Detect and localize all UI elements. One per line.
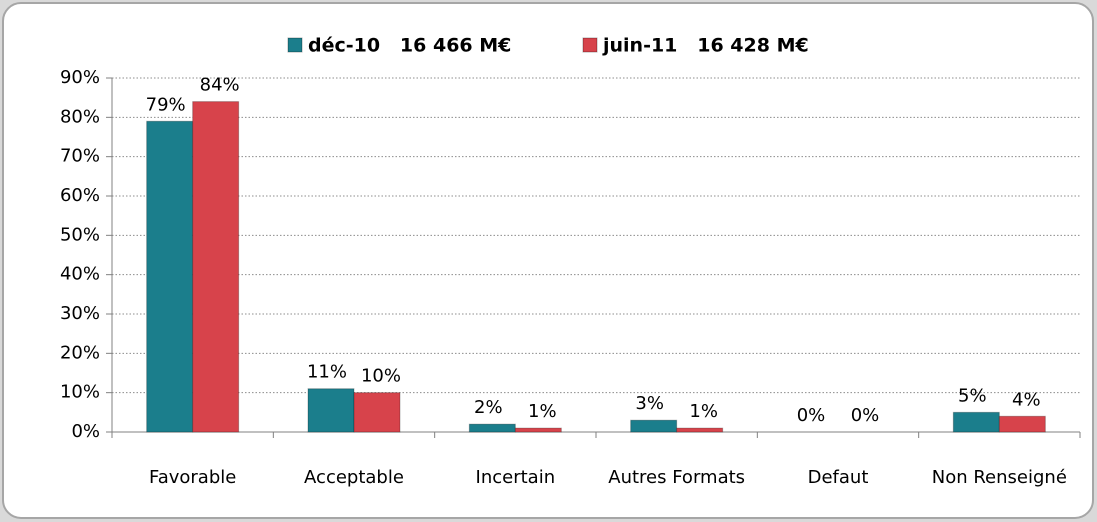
value-label: 84%	[200, 75, 240, 96]
bar	[192, 101, 240, 433]
value-label: 10%	[361, 366, 401, 387]
value-label: 3%	[635, 393, 664, 414]
y-tick-label: 80%	[60, 106, 100, 127]
value-label: 0%	[851, 405, 880, 426]
value-label: 2%	[474, 397, 503, 418]
x-tick-label: Incertain	[476, 467, 556, 488]
bar	[468, 423, 516, 433]
y-tick-label: 50%	[60, 224, 100, 245]
bar	[676, 427, 724, 433]
value-label: 5%	[958, 385, 987, 406]
bar	[630, 419, 678, 433]
y-tick-label: 70%	[60, 146, 100, 167]
legend-swatch	[582, 37, 598, 53]
legend-swatch	[287, 37, 303, 53]
x-tick-label: Favorable	[149, 467, 236, 488]
value-label: 4%	[1012, 389, 1041, 410]
bar	[146, 120, 194, 433]
y-tick-label: 40%	[60, 264, 100, 285]
bar	[514, 427, 562, 433]
bar	[307, 388, 355, 433]
y-tick-label: 30%	[60, 303, 100, 324]
x-tick-label: Non Renseigné	[932, 467, 1067, 488]
value-label: 79%	[146, 94, 186, 115]
value-label: 11%	[307, 362, 347, 383]
legend-label: déc-10 16 466 M€	[308, 35, 511, 57]
bar	[998, 415, 1046, 433]
legend-label: juin-11 16 428 M€	[602, 35, 809, 57]
y-tick-label: 60%	[60, 185, 100, 206]
x-tick-label: Autres Formats	[608, 467, 745, 488]
y-tick-label: 90%	[60, 67, 100, 88]
y-tick-label: 0%	[71, 421, 100, 442]
bar	[353, 392, 401, 433]
y-tick-label: 10%	[60, 382, 100, 403]
value-label: 1%	[689, 401, 718, 422]
value-label: 0%	[797, 405, 826, 426]
bar	[952, 411, 1000, 433]
x-tick-label: Defaut	[808, 467, 869, 488]
value-label: 1%	[528, 401, 557, 422]
y-tick-label: 20%	[60, 342, 100, 363]
x-tick-label: Acceptable	[304, 467, 404, 488]
legend: déc-10 16 466 M€ juin-11 16 428 M€	[287, 35, 809, 57]
